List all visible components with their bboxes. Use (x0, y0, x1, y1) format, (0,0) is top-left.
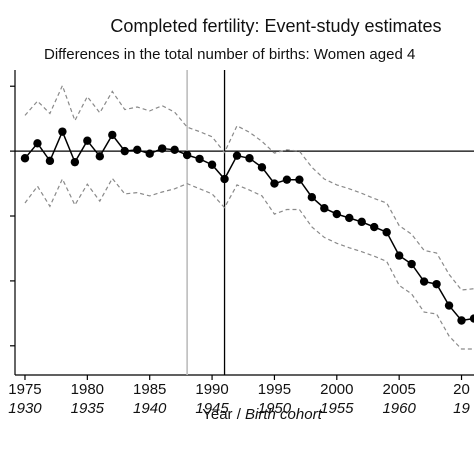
estimate-point (419, 277, 429, 286)
x-tick-label-year: 1980 (71, 381, 104, 398)
chart-subtitle: Differences in the total number of birth… (44, 46, 415, 63)
estimate-point (133, 145, 142, 155)
estimate-point (282, 175, 292, 184)
estimate-point (20, 154, 30, 163)
x-tick-label-cohort: 1935 (71, 400, 105, 417)
x-tick-label-year: 1985 (133, 381, 166, 398)
plot-area: 1975 1930 1980 1935 1985 1940 1990 1945 1995 1950… (8, 70, 474, 417)
x-tick-label-cohort: 1945 (195, 400, 229, 417)
x-tick-label-year: 20 (453, 381, 470, 398)
estimate-point (220, 174, 229, 184)
estimate-point (108, 130, 117, 140)
x-tick-label-cohort: 1950 (258, 400, 292, 417)
ci-lower-line (24, 177, 474, 350)
estimate-point (182, 150, 192, 160)
estimate-point (58, 127, 67, 136)
x-tick-label-cohort: 1940 (133, 400, 167, 417)
ci-upper-line (24, 83, 474, 291)
estimate-point (207, 160, 217, 169)
estimate-point (120, 146, 129, 156)
estimate-point (70, 157, 80, 167)
estimate-point (83, 136, 92, 145)
estimate-point (195, 154, 204, 164)
estimate-point (307, 192, 317, 202)
estimate-point (444, 301, 454, 310)
x-tick-label-cohort: 1960 (382, 400, 416, 417)
x-tick-label-year: 1975 (8, 381, 41, 398)
estimate-point (157, 144, 167, 153)
estimate-point (357, 217, 366, 227)
x-axis-label-italic: Birth cohort (245, 406, 323, 423)
estimate-point (232, 151, 242, 160)
chart-title: Completed fertility: Event-study estimat… (110, 16, 441, 36)
estimate-point (469, 314, 474, 323)
estimate-point (432, 279, 441, 289)
x-tick-label-cohort: 19 (453, 400, 470, 417)
estimate-point (257, 163, 267, 172)
x-tick-label-cohort: 1930 (8, 400, 42, 417)
estimate-point (407, 259, 416, 269)
estimate-point (457, 316, 466, 325)
estimate-point (245, 154, 254, 163)
estimate-point (170, 145, 179, 155)
estimate-point (145, 149, 154, 158)
estimate-point (394, 251, 404, 260)
estimate-point (45, 156, 55, 166)
estimate-point (95, 152, 105, 161)
estimate-point (345, 213, 354, 223)
x-axis-label-main: Year / (202, 406, 245, 423)
estimate-point (320, 204, 329, 213)
x-tick-label-year: 2005 (382, 381, 415, 398)
x-tick-label-year: 1995 (258, 381, 291, 398)
x-axis-label: Year / Birth cohort (202, 406, 322, 423)
estimate-point (370, 222, 379, 232)
x-tick-label-cohort: 1955 (320, 400, 354, 417)
estimate-point (382, 228, 391, 237)
x-tick-label-year: 2000 (320, 381, 353, 398)
x-tick-label-year: 1990 (195, 381, 228, 398)
estimate-point (33, 139, 42, 148)
estimate-point (332, 209, 341, 219)
estimate-point (295, 175, 304, 184)
estimate-point (270, 179, 279, 188)
